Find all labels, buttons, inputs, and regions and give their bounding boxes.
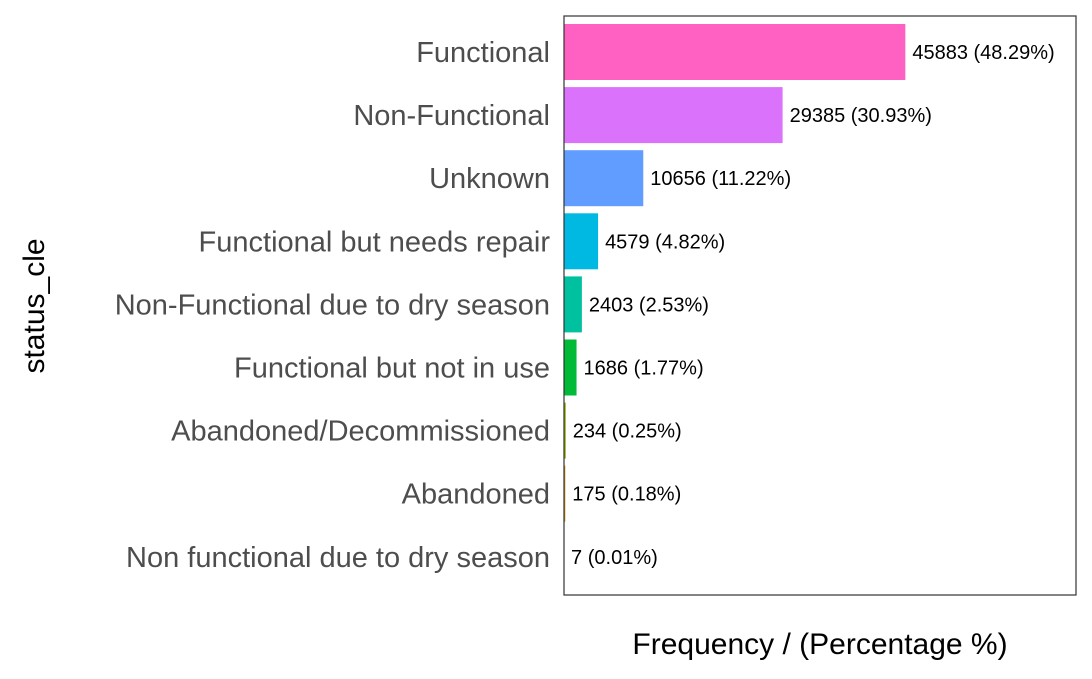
data-label: 234 (0.25%) bbox=[573, 421, 682, 443]
category-label: Non-Functional due to dry season bbox=[115, 289, 550, 321]
bar bbox=[564, 276, 582, 332]
category-label: Non-Functional bbox=[353, 100, 550, 132]
bar bbox=[564, 87, 783, 143]
data-label: 7 (0.01%) bbox=[571, 547, 658, 569]
category-label: Non functional due to dry season bbox=[126, 542, 550, 574]
data-label: 29385 (30.93%) bbox=[790, 105, 932, 127]
data-label: 2403 (2.53%) bbox=[589, 294, 709, 316]
category-label: Abandoned bbox=[402, 479, 550, 511]
data-label: 45883 (48.29%) bbox=[912, 42, 1054, 64]
data-label: 1686 (1.77%) bbox=[584, 358, 704, 380]
bar bbox=[564, 150, 643, 206]
bar bbox=[564, 24, 905, 80]
data-label: 175 (0.18%) bbox=[572, 484, 681, 506]
category-labels: Functional Non-Functional Unknown Functiona… bbox=[115, 37, 551, 574]
data-label: 4579 (4.82%) bbox=[605, 231, 725, 253]
category-label: Unknown bbox=[429, 163, 550, 195]
y-axis-title: status_cle bbox=[18, 238, 51, 373]
x-axis-title: Frequency / (Percentage %) bbox=[632, 628, 1007, 661]
category-label: Functional but not in use bbox=[234, 353, 550, 385]
category-label: Abandoned/Decommissioned bbox=[171, 416, 550, 448]
category-label: Functional bbox=[416, 37, 550, 69]
bar bbox=[564, 213, 598, 269]
data-label: 10656 (11.22%) bbox=[650, 168, 791, 190]
bar bbox=[564, 340, 577, 396]
category-label: Functional but needs repair bbox=[199, 226, 551, 258]
